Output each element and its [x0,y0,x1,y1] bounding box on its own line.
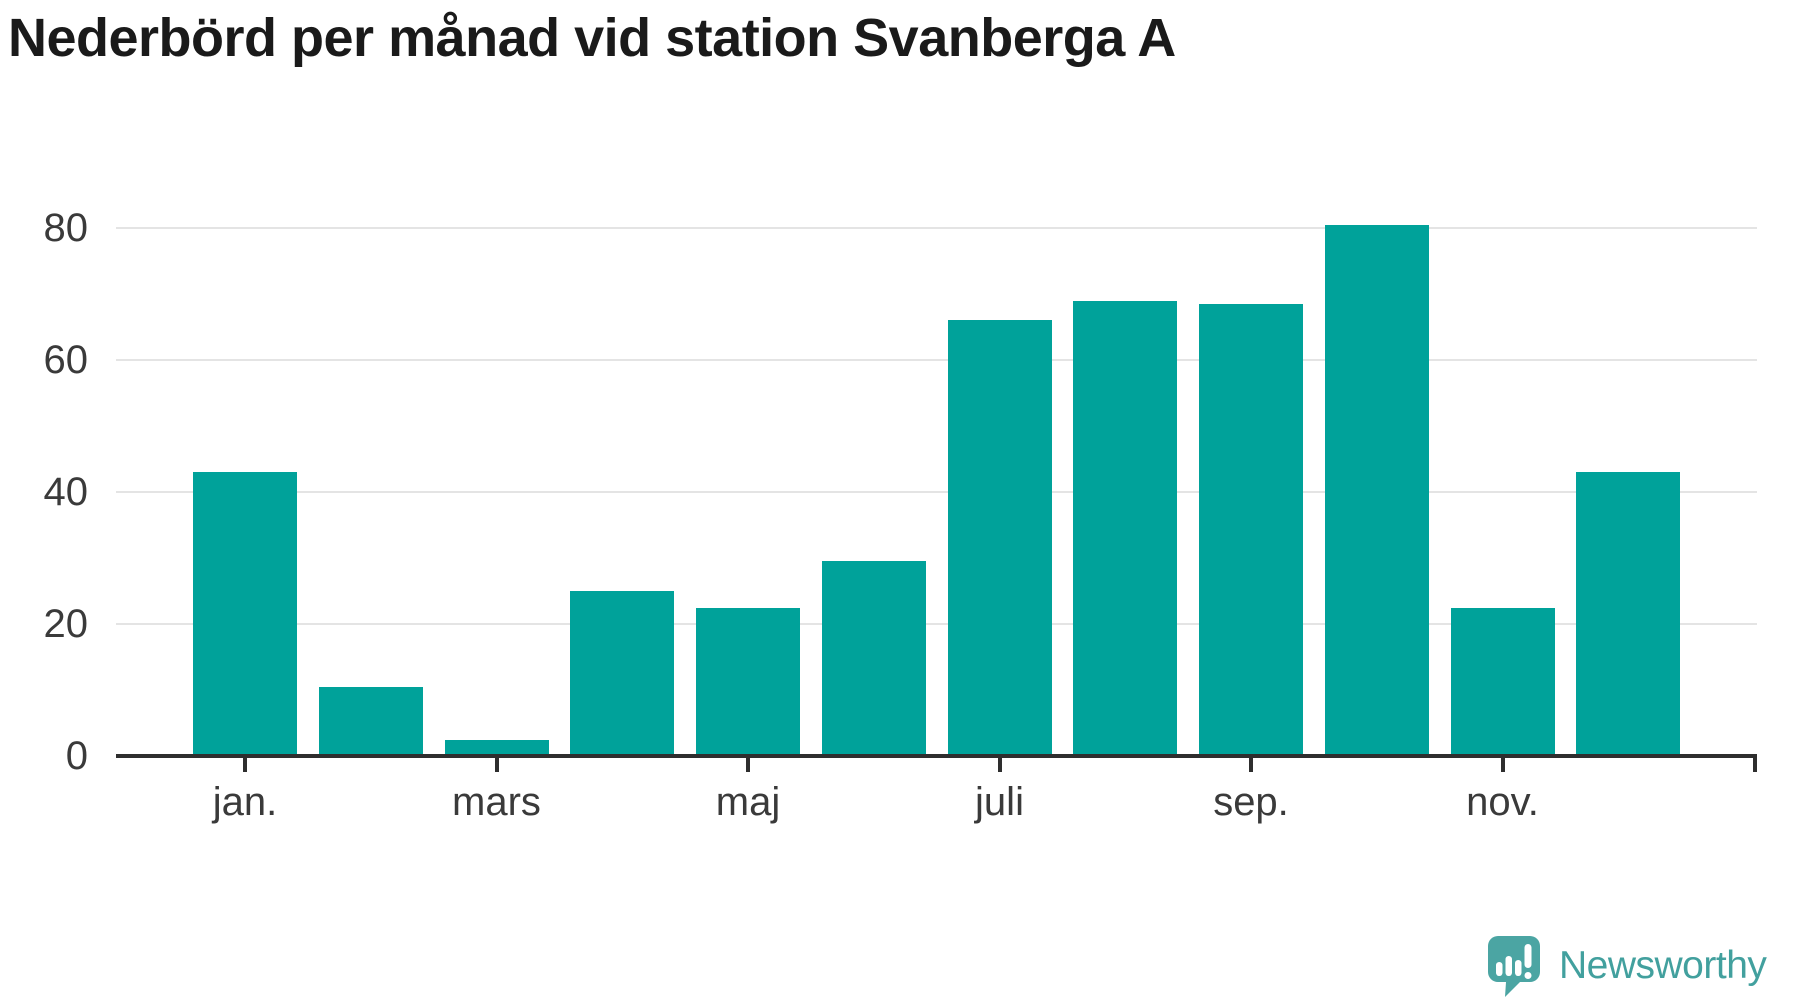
x-tick-mars [494,756,499,772]
y-axis-label-60: 60 [43,338,89,382]
speech-bubble-shape [1488,936,1540,997]
newsworthy-wordmark: Newsworthy [1559,944,1767,987]
bar-feb [318,686,423,756]
x-axis-line [116,754,1757,758]
newsworthy-logo-icon [1488,936,1540,997]
y-axis-label-40: 40 [43,470,89,514]
bar-dec [1576,472,1681,756]
bar-jan [193,472,297,756]
logo-bar-medium [1515,960,1522,976]
x-tick-maj [746,756,750,772]
x-tick-juli [997,756,1002,772]
x-tick-jan [243,756,247,772]
bar-aug [1073,300,1178,756]
logo-exclamation-dot [1524,972,1532,979]
y-axis-label-20: 20 [43,602,89,646]
bar-juli [947,320,1052,756]
bar-maj [696,607,800,756]
bar-okt [1324,224,1429,756]
logo-bar-small [1496,962,1503,976]
x-axis-label-juli: juli [975,780,1024,824]
chart-title: Nederbörd per månad vid station Svanberg… [8,8,1176,68]
y-gridline-20 [116,623,1757,625]
x-tick-sep [1249,756,1253,772]
x-axis-label-mars: mars [452,780,541,824]
y-gridline-80 [116,227,1757,229]
x-axis-label-maj: maj [715,780,781,824]
x-axis-end-tick [1753,756,1757,772]
newsworthy-brand: Newsworthy [1486,934,1767,1000]
x-axis-label-nov: nov. [1466,780,1539,824]
y-axis-label-0: 0 [65,734,88,778]
bar-juni [821,561,926,756]
bar-apr [570,591,675,756]
y-axis-label-80: 80 [43,206,89,250]
y-gridline-40 [116,491,1757,493]
x-axis-label-sep: sep. [1213,780,1289,824]
logo-bar-tall [1505,956,1512,976]
y-gridline-60 [116,359,1757,361]
bar-mars [444,739,549,756]
x-axis-label-jan: jan. [212,780,278,824]
logo-exclamation-stem [1524,944,1532,968]
x-tick-nov [1500,756,1505,772]
bar-nov [1450,607,1555,756]
bar-sep [1199,303,1303,756]
